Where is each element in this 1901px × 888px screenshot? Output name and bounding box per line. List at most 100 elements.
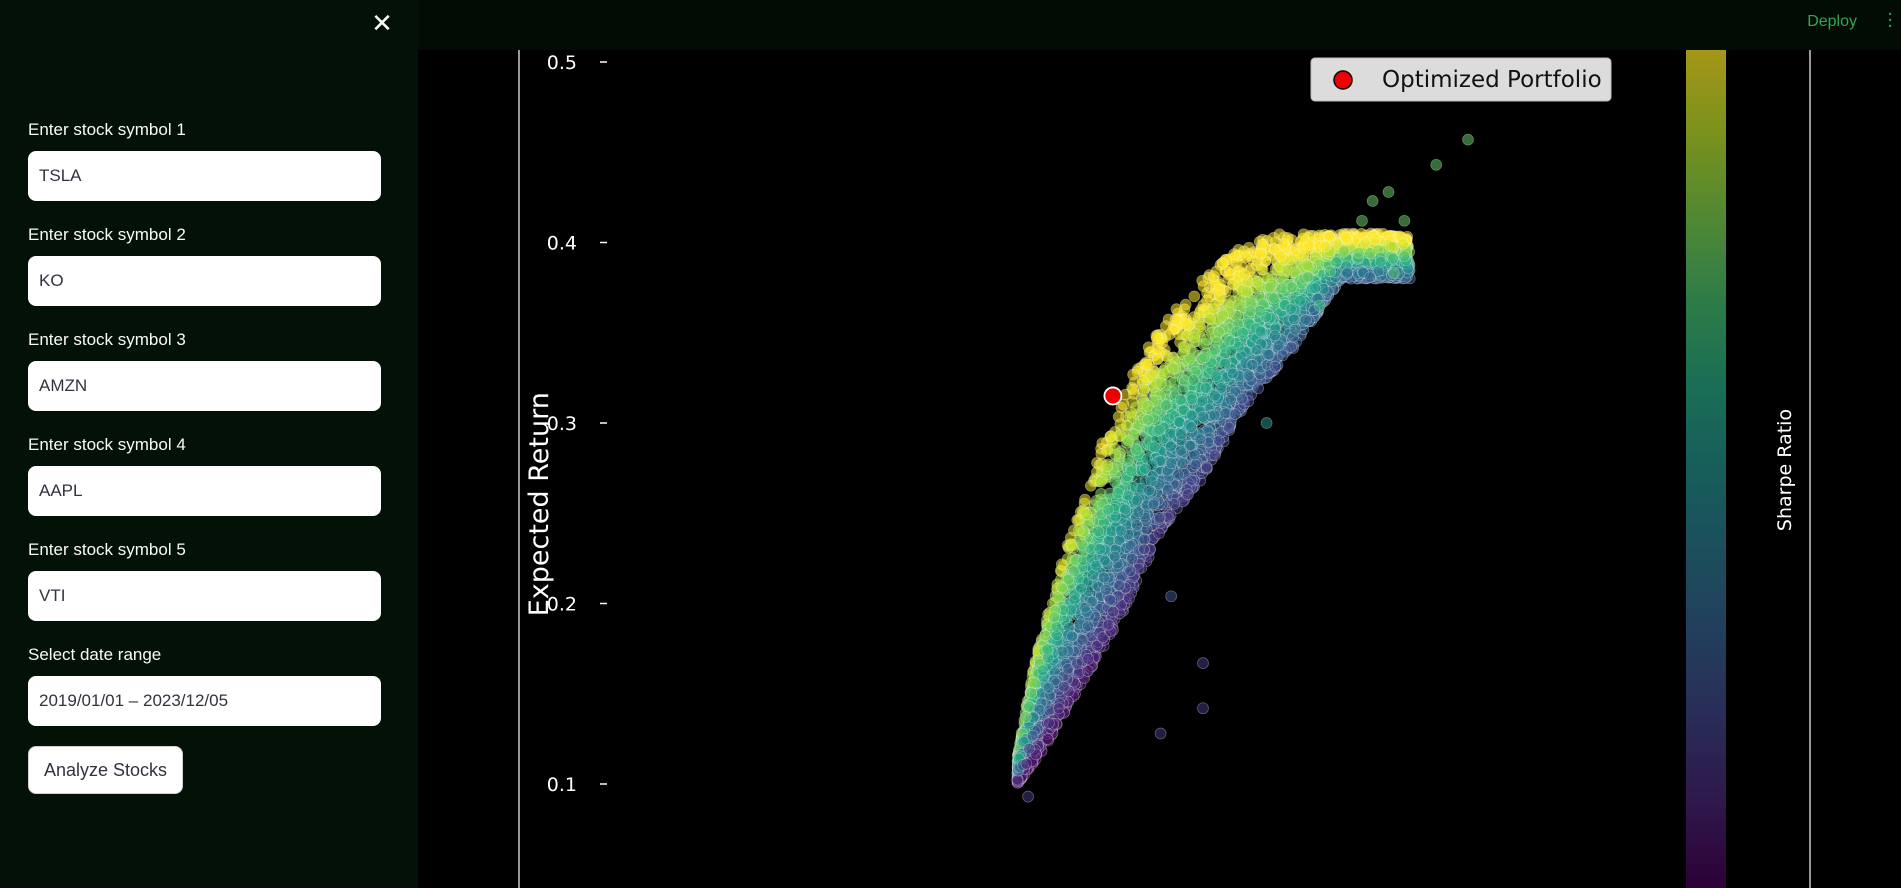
colorbar-label: Sharpe Ratio	[1774, 409, 1796, 531]
scatter-point	[1142, 341, 1155, 354]
scatter-point	[1196, 395, 1209, 407]
legend-marker	[1333, 70, 1353, 90]
scatter-point	[1153, 423, 1166, 436]
scatter-point	[1147, 498, 1160, 511]
scatter-point	[1094, 543, 1106, 556]
scatter-point	[1048, 611, 1060, 624]
scatter-point	[1297, 232, 1309, 245]
scatter-point	[1364, 271, 1376, 284]
analyze-stocks-button[interactable]: Analyze Stocks	[28, 746, 183, 794]
y-tick-label: 0.5	[547, 52, 577, 74]
optimized-portfolio-marker	[1103, 386, 1123, 406]
scatter-point	[1197, 702, 1209, 715]
scatter-point	[1232, 299, 1245, 311]
date-range-input[interactable]	[28, 676, 381, 726]
stock-symbol-1-input[interactable]	[28, 151, 381, 201]
scatter-point	[1430, 159, 1443, 171]
stock-symbol-1-label: Enter stock symbol 1	[28, 120, 186, 139]
scatter-point	[1208, 449, 1221, 462]
scatter-point	[1185, 409, 1198, 421]
scatter-point	[1189, 458, 1202, 471]
scatter-point	[1113, 579, 1126, 592]
scatter-point	[1324, 265, 1337, 278]
scatter-point	[1254, 305, 1267, 317]
scatter-point	[1124, 565, 1137, 578]
scatter-point	[1239, 251, 1252, 264]
scatter-point	[1102, 618, 1115, 631]
scatter-point	[1138, 543, 1150, 556]
scatter-point	[1081, 665, 1094, 677]
stock-symbol-2-input[interactable]	[28, 256, 381, 306]
stock-symbol-5-label: Enter stock symbol 5	[28, 540, 186, 559]
scatter-point	[1150, 332, 1163, 345]
scatter-point	[1387, 267, 1400, 280]
scatter-point	[1041, 733, 1054, 745]
scatter-point	[1098, 554, 1111, 567]
scatter-point	[1115, 524, 1127, 537]
stock-symbol-3-input[interactable]	[28, 361, 381, 411]
scatter-point	[1023, 742, 1035, 755]
scatter-point	[1188, 290, 1201, 303]
scatter-point	[1285, 341, 1297, 353]
scatter-point	[1252, 382, 1264, 395]
scatter-point	[1226, 367, 1239, 380]
scatter-point	[1022, 790, 1034, 803]
scatter-point	[1041, 643, 1054, 656]
scatter-point	[1071, 657, 1083, 670]
scatter-point	[1079, 493, 1091, 506]
scatter-point	[1127, 368, 1139, 381]
scatter-point	[1123, 592, 1135, 605]
scatter-point	[1155, 377, 1167, 390]
scatter-point	[1208, 409, 1221, 422]
scatter-point	[1153, 527, 1165, 540]
deploy-button[interactable]: Deploy	[1807, 13, 1857, 30]
scatter-point	[1374, 255, 1387, 268]
scatter-point	[1080, 508, 1093, 521]
scatter-point	[1213, 434, 1225, 447]
y-tick-label: 0.3	[547, 413, 577, 435]
scatter-point	[1237, 327, 1249, 339]
scatter-point	[1244, 305, 1257, 318]
stock-symbol-5-input[interactable]	[28, 571, 381, 621]
main-area: 0.1 0.2 0.3 0.4 0.5 Expected Return Optimized …	[418, 0, 1901, 888]
scatter-point	[1337, 245, 1350, 258]
scatter-point	[1175, 428, 1188, 441]
scatter-point	[1101, 460, 1114, 473]
scatter-point	[1186, 393, 1198, 406]
scatter-point	[1139, 462, 1151, 475]
scatter-point	[1036, 664, 1049, 677]
scatter-point	[1132, 506, 1145, 519]
legend: Optimized Portfolio	[1310, 57, 1612, 102]
scatter-point	[1082, 653, 1095, 665]
scatter-point	[1309, 282, 1322, 295]
scatter-point	[1197, 280, 1210, 293]
close-icon[interactable]: ✕	[371, 9, 393, 39]
scatter-point	[1121, 436, 1133, 449]
scatter-point	[1068, 565, 1080, 578]
scatter-point	[1109, 475, 1121, 488]
scatter-point	[1167, 362, 1179, 375]
scatter-point	[1187, 374, 1200, 386]
legend-label: Optimized Portfolio	[1382, 67, 1602, 93]
scatter-point	[1019, 711, 1032, 723]
stock-symbol-4-input[interactable]	[28, 466, 381, 516]
scatter-point	[1153, 512, 1166, 524]
scatter-point	[1197, 299, 1210, 311]
vertical-dots-icon[interactable]: · · ·	[1887, 4, 1893, 37]
scatter-point	[1462, 133, 1474, 146]
scatter-point	[1173, 416, 1186, 428]
scatter-point	[1398, 214, 1411, 227]
scatter-point	[1164, 440, 1177, 453]
scatter-point	[1052, 591, 1064, 603]
scatter-point	[1057, 680, 1070, 693]
scatter-point	[1262, 348, 1275, 361]
scatter-point	[1198, 351, 1211, 364]
scatter-point	[1165, 457, 1178, 470]
scatter-point	[1176, 457, 1189, 470]
scatter-point	[1100, 583, 1112, 596]
scatter-point	[1264, 281, 1276, 294]
scatter-point	[1197, 411, 1210, 423]
sidebar: ✕ Enter stock symbol 1 Enter stock symbo…	[0, 0, 418, 888]
scatter-point	[1125, 465, 1138, 478]
scatter-point	[1188, 311, 1200, 323]
